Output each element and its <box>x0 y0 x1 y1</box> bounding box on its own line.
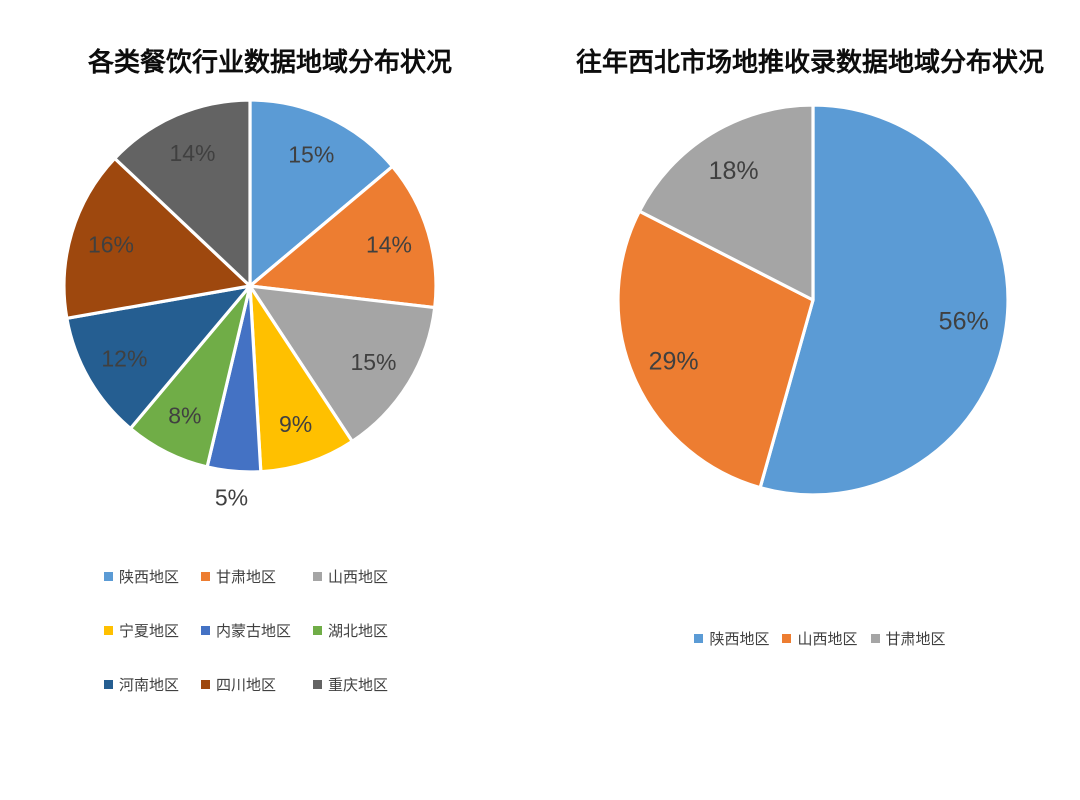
right-chart-section: 往年西北市场地推收录数据地域分布状况 56% 29% 18% 陕西地区 山西地区 甘肃地… <box>540 0 1080 800</box>
legend-item-山西地区: 山西地区 <box>313 566 388 587</box>
pie-data-label-内蒙古地区: 5% <box>215 484 248 510</box>
legend-label: 陕西地区 <box>709 631 770 648</box>
pie-slice-山西地区 <box>248 284 437 443</box>
legend-swatch-icon <box>104 572 113 581</box>
legend-item-重庆地区: 重庆地区 <box>313 674 388 695</box>
legend-item-河南地区: 河南地区 <box>104 674 179 695</box>
legend-item-宁夏地区: 宁夏地区 <box>104 620 179 641</box>
legend-swatch-icon <box>313 572 323 581</box>
legend-swatch-icon <box>104 680 113 689</box>
pie-slice-甘肃地区 <box>248 164 438 310</box>
legend-label: 山西地区 <box>328 569 389 586</box>
legend-swatch-icon <box>870 634 880 643</box>
legend-label: 山西地区 <box>797 631 858 648</box>
pie-data-label-重庆地区: 14% <box>169 140 215 166</box>
right-legend: 陕西地区 山西地区 甘肃地区 <box>590 628 1050 649</box>
left-legend: 陕西地区 甘肃地区 山西地区宁夏地区 内蒙古地区 湖北地区河南地区 四川地区 重庆地区 <box>104 566 388 695</box>
pie-slice-重庆地区 <box>113 98 252 288</box>
legend-item-湖北地区: 湖北地区 <box>313 620 388 641</box>
legend-swatch-icon <box>201 572 211 581</box>
legend-label: 湖北地区 <box>328 623 389 640</box>
legend-swatch-icon <box>201 626 211 635</box>
right-chart-title: 往年西北市场地推收录数据地域分布状况 <box>575 47 1044 77</box>
pie-data-label-河南地区: 12% <box>101 346 147 372</box>
pie-data-label-宁夏地区: 9% <box>279 411 312 437</box>
pie-slice-陕西地区 <box>248 98 395 288</box>
pie-data-label-甘肃地区: 14% <box>366 231 412 257</box>
legend-item-陕西地区: 陕西地区 <box>694 628 769 649</box>
legend-label: 河南地区 <box>119 677 180 694</box>
left-pie-chart: 15% 14% 15% 9% 5% 8% 12% 16% 14% <box>62 98 438 510</box>
legend-label: 陕西地区 <box>119 569 180 586</box>
legend-item-内蒙古地区: 内蒙古地区 <box>201 620 291 641</box>
pie-data-label-山西地区: 29% <box>649 348 699 376</box>
legend-label: 甘肃地区 <box>216 569 277 586</box>
right-pie-chart: 56% 29% 18% <box>616 103 1010 497</box>
legend-label: 甘肃地区 <box>885 631 946 648</box>
pie-data-label-湖北地区: 8% <box>168 403 201 429</box>
legend-swatch-icon <box>313 680 323 689</box>
pie-data-label-陕西地区: 56% <box>939 308 989 336</box>
legend-item-四川地区: 四川地区 <box>201 674 276 695</box>
legend-item-甘肃地区: 甘肃地区 <box>870 628 946 649</box>
pie-slice-甘肃地区 <box>637 103 815 302</box>
legend-swatch-icon <box>694 634 704 643</box>
legend-item-山西地区: 山西地区 <box>782 628 858 649</box>
legend-swatch-icon <box>104 626 113 635</box>
legend-item-甘肃地区: 甘肃地区 <box>201 566 276 587</box>
pie-slice-山西地区 <box>616 209 815 490</box>
left-chart-title: 各类餐饮行业数据地域分布状况 <box>87 47 452 77</box>
legend-swatch-icon <box>201 680 211 689</box>
legend-label: 内蒙古地区 <box>216 623 292 640</box>
legend-label: 宁夏地区 <box>119 623 180 640</box>
legend-label: 重庆地区 <box>328 677 389 694</box>
pie-data-label-山西地区: 15% <box>350 349 396 375</box>
pie-slice-河南地区 <box>65 284 252 431</box>
pie-slice-陕西地区 <box>758 103 1010 497</box>
pie-data-label-甘肃地区: 18% <box>709 157 759 185</box>
legend-swatch-icon <box>782 634 792 643</box>
legend-item-陕西地区: 陕西地区 <box>104 566 179 587</box>
pie-slice-四川地区 <box>62 156 252 320</box>
legend-swatch-icon <box>313 626 323 635</box>
pie-data-label-陕西地区: 15% <box>288 142 334 168</box>
pie-slice-宁夏地区 <box>248 284 354 474</box>
pie-data-label-四川地区: 16% <box>88 231 134 257</box>
legend-label: 四川地区 <box>216 677 277 694</box>
left-chart-section: 各类餐饮行业数据地域分布状况 15% 14% 15% 9% 5% 8% 12% 16% 14% … <box>62 47 452 695</box>
